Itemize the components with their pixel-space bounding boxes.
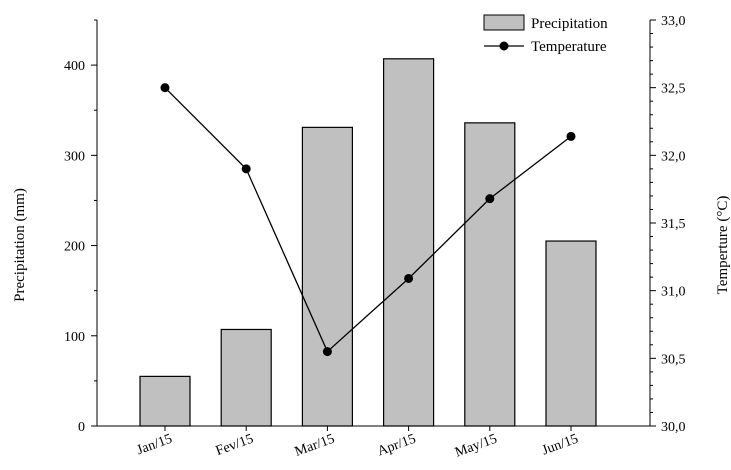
temperature-point-mar-15 xyxy=(322,347,332,357)
x-tick-label: May/15 xyxy=(453,432,499,461)
temperature-line xyxy=(164,87,572,353)
y-tick-label: 400 xyxy=(64,59,85,74)
legend-label-precipitation: Precipitation xyxy=(531,16,608,32)
y2-tick-label: 30,0 xyxy=(661,420,686,435)
bar-jan-15 xyxy=(139,375,191,427)
y-tick-label: 200 xyxy=(64,240,85,255)
bar-mar-15 xyxy=(301,126,353,427)
y2-tick-label: 31,0 xyxy=(661,285,686,300)
temperature-point-apr-15 xyxy=(404,273,414,283)
y-axis-title: Precipitation (mm) xyxy=(12,188,28,302)
temperature-point-jan-15 xyxy=(160,83,170,93)
y2-tick-label: 32,5 xyxy=(661,82,686,97)
legend: Precipitation Temperature xyxy=(483,14,608,55)
y2-tick-label: 30,5 xyxy=(661,352,686,367)
bar-may-15 xyxy=(464,122,516,427)
temperature-point-jun-15 xyxy=(566,131,576,141)
y2-tick-label: 33,0 xyxy=(661,14,686,29)
x-tick-label: Jun/15 xyxy=(540,432,580,459)
bar-jun-15 xyxy=(545,240,597,427)
legend-label-temperature: Temperature xyxy=(531,39,607,55)
y2-axis-title: Temperture (°C) xyxy=(715,196,731,295)
temperature-line-layer xyxy=(160,83,576,357)
temperature-point-fev-15 xyxy=(241,164,251,174)
legend-swatch-temperature-marker xyxy=(499,41,509,51)
x-tick-label: Fev/15 xyxy=(214,432,256,459)
y-tick-label: 100 xyxy=(64,330,85,345)
legend-swatch-precipitation xyxy=(483,14,525,31)
axes-layer xyxy=(91,19,656,431)
y-tick-label: 0 xyxy=(78,420,85,435)
x-tick-label: Apr/15 xyxy=(376,432,418,460)
bars-layer xyxy=(139,58,597,427)
temperature-point-may-15 xyxy=(485,194,495,204)
x-tick-label: Jan/15 xyxy=(135,432,174,459)
x-tick-label: Mar/15 xyxy=(293,432,337,460)
bar-apr-15 xyxy=(383,58,435,427)
bar-fev-15 xyxy=(220,328,272,427)
y-tick-label: 300 xyxy=(64,149,85,164)
y2-tick-label: 31,5 xyxy=(661,217,686,232)
y2-tick-label: 32,0 xyxy=(661,149,686,164)
